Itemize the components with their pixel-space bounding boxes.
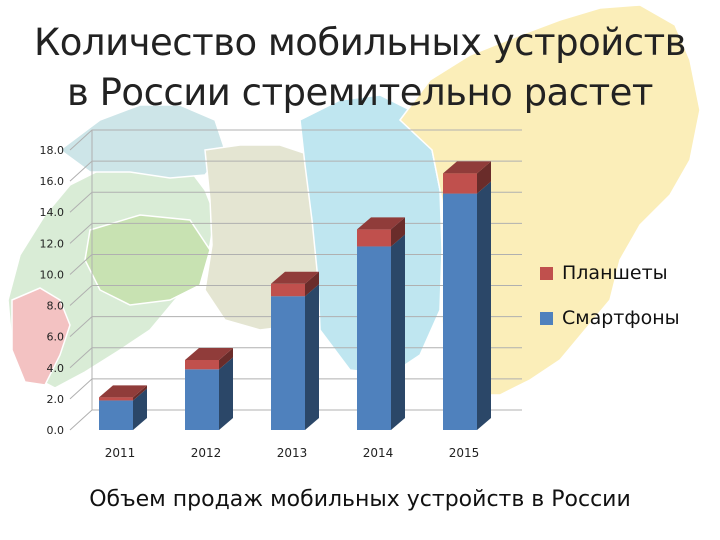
bar-segment-tablets <box>443 161 491 194</box>
y-tick-label: 10.0 <box>40 268 65 281</box>
slide-title: Количество мобильных устройств в России … <box>34 21 686 114</box>
y-tick-label: 4.0 <box>47 362 65 375</box>
bar-segment-tablets <box>357 217 405 247</box>
y-tick-label: 12.0 <box>40 237 65 250</box>
bar-segment-smartphones <box>99 388 147 430</box>
legend-swatch-smartphones <box>540 311 553 325</box>
legend-label-smartphones: Смартфоны <box>562 307 680 329</box>
bar-segment-smartphones <box>185 357 233 430</box>
map-region-south <box>11 287 71 386</box>
bar-segment-smartphones <box>357 234 405 430</box>
bar-segment-tablets <box>185 348 233 370</box>
legend-item-tablets: Планшеты <box>540 262 668 284</box>
y-tick-label: 2.0 <box>47 393 65 406</box>
x-tick-label: 2011 <box>105 446 136 460</box>
bar-segment-smartphones <box>271 284 319 430</box>
legend-swatch-tablets <box>540 266 553 280</box>
x-tick-label: 2014 <box>363 446 394 460</box>
y-tick-label: 8.0 <box>47 300 65 313</box>
x-tick-label: 2013 <box>277 446 308 460</box>
gridline <box>69 129 522 151</box>
bar-segment-tablets <box>99 385 147 401</box>
y-tick-label: 18.0 <box>40 144 65 157</box>
y-tick-label: 16.0 <box>40 175 65 188</box>
chart-caption: Объем продаж мобильных устройств в Росси… <box>89 487 631 512</box>
x-tick-label: 2015 <box>449 446 480 460</box>
y-tick-label: 6.0 <box>47 331 65 344</box>
bar-segment-tablets <box>271 271 319 297</box>
y-tick-label: 0.0 <box>47 424 65 437</box>
legend-label-tablets: Планшеты <box>562 262 668 284</box>
y-tick-label: 14.0 <box>40 206 65 219</box>
legend-item-smartphones: Смартфоны <box>540 307 680 329</box>
bar-segment-smartphones <box>443 181 491 430</box>
x-tick-label: 2012 <box>191 446 222 460</box>
